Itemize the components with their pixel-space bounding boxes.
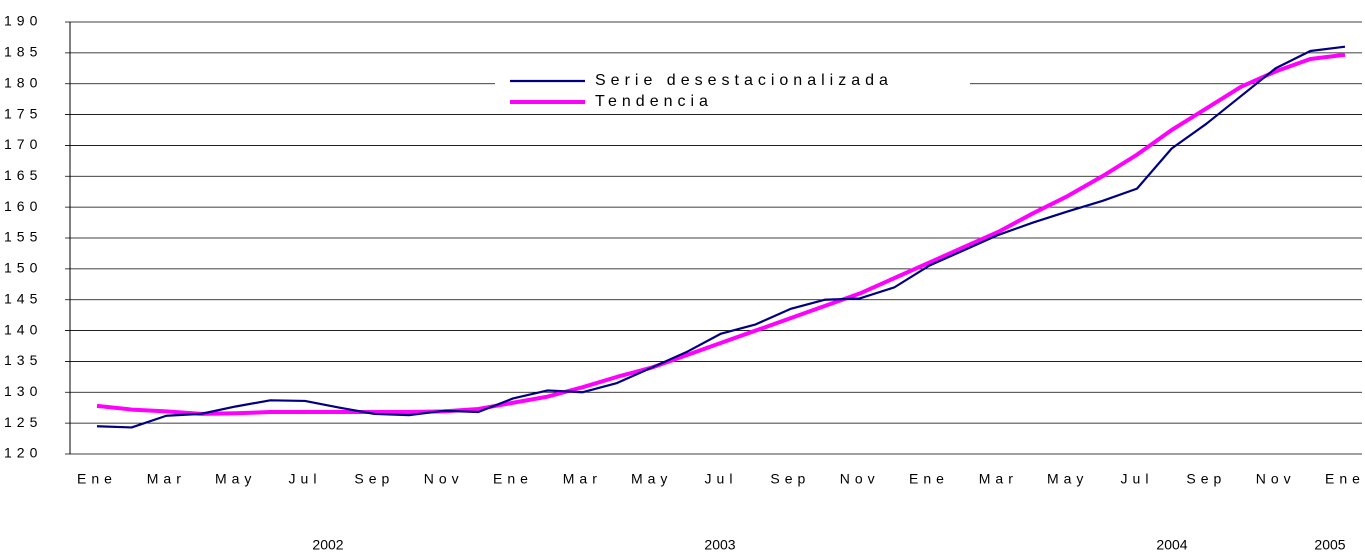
y-tick-label: 150 [4, 260, 42, 276]
legend-label: Serie desestacionalizada [595, 72, 893, 89]
y-tick-label: 190 [4, 13, 42, 29]
x-tick-label: Jul [289, 471, 322, 487]
y-tick-label: 170 [4, 136, 42, 152]
x-tick-label: Mar [563, 471, 602, 487]
x-tick-label: Mar [979, 471, 1018, 487]
y-tick-label: 135 [4, 352, 42, 368]
year-label: 2002 [312, 537, 343, 552]
x-tick-label: May [215, 471, 256, 487]
y-tick-label: 140 [4, 321, 42, 337]
x-tick-label: May [1047, 471, 1088, 487]
x-tick-label: Nov [840, 471, 880, 487]
x-tick-label: Nov [424, 471, 464, 487]
y-tick-label: 130 [4, 383, 42, 399]
x-tick-label: Jul [705, 471, 738, 487]
y-tick-label: 165 [4, 167, 42, 183]
legend-box [495, 70, 970, 114]
year-label: 2005 [1314, 537, 1345, 552]
x-tick-label: Jul [1121, 471, 1154, 487]
y-tick-label: 180 [4, 74, 42, 90]
series-line [96, 52, 1346, 416]
series-line [96, 45, 1346, 429]
legend-label: Tendencia [595, 93, 713, 110]
y-tick-label: 155 [4, 229, 42, 245]
y-tick-label: 125 [4, 414, 42, 430]
year-label: 2004 [1156, 537, 1187, 552]
x-tick-label: Sep [770, 471, 810, 487]
y-tick-label: 175 [4, 105, 42, 121]
x-tick-label: Ene [1325, 471, 1365, 487]
x-tick-label: May [631, 471, 672, 487]
x-tick-label: Ene [493, 471, 533, 487]
x-tick-label: Sep [1186, 471, 1226, 487]
y-tick-label: 145 [4, 290, 42, 306]
x-tick-label: Ene [77, 471, 117, 487]
y-tick-label: 160 [4, 198, 42, 214]
x-tick-label: Nov [1256, 471, 1296, 487]
x-tick-label: Sep [354, 471, 394, 487]
x-tick-label: Ene [909, 471, 949, 487]
year-label: 2003 [704, 537, 735, 552]
y-tick-label: 185 [4, 44, 42, 60]
x-tick-label: Mar [147, 471, 186, 487]
y-tick-label: 120 [4, 445, 42, 461]
